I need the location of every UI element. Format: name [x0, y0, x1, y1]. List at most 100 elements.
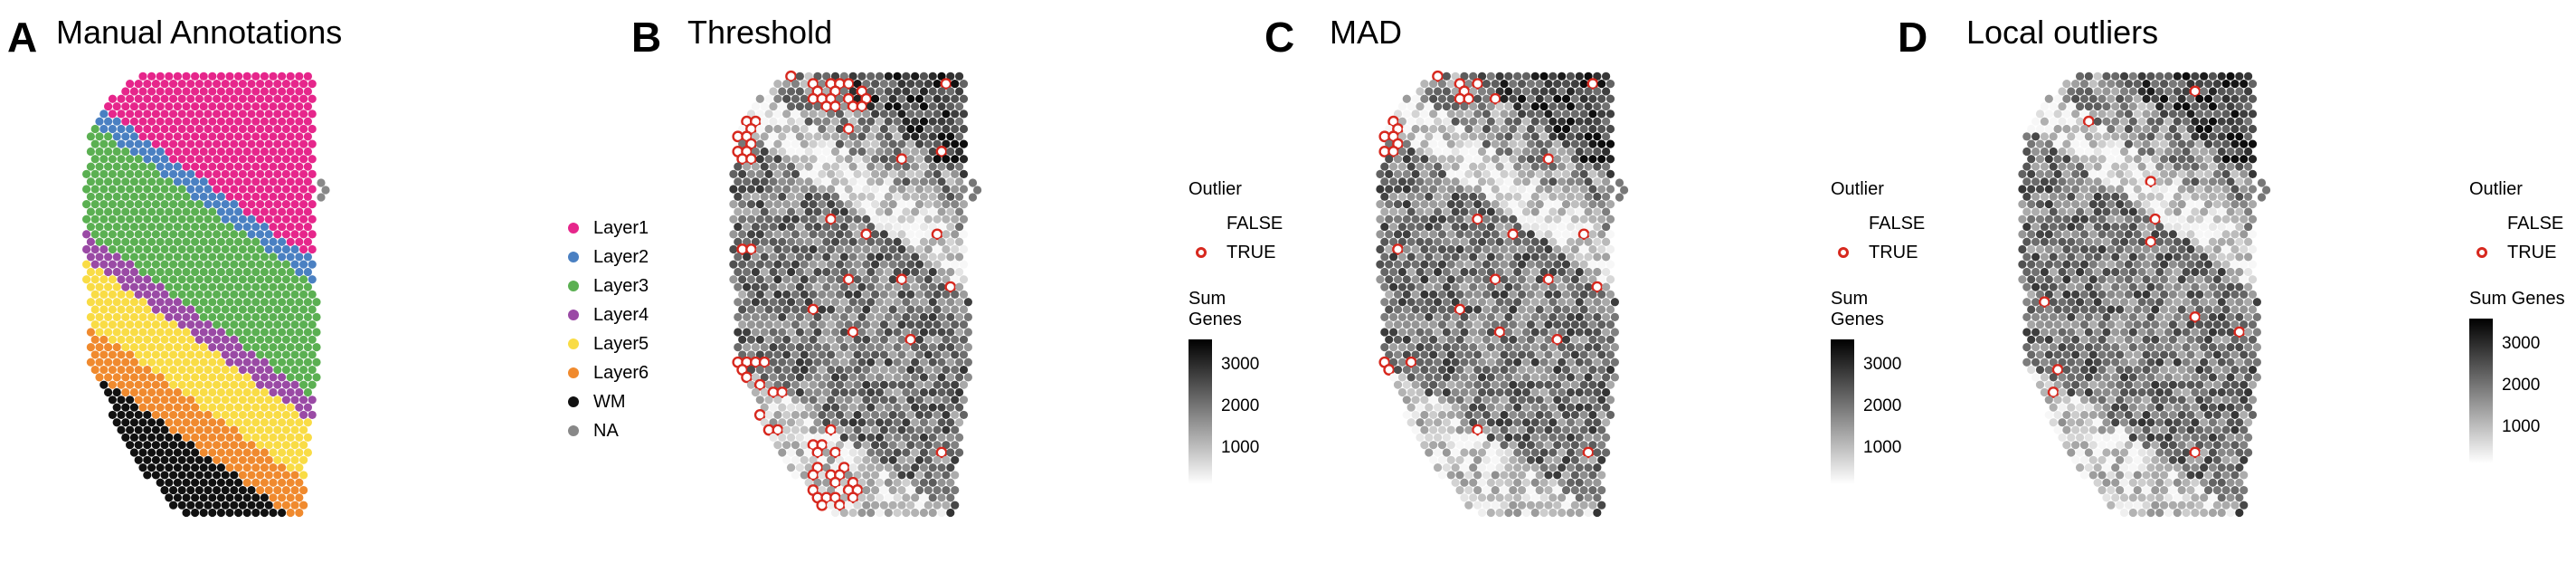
- tissue-spot: [2053, 200, 2062, 209]
- tissue-spot: [1393, 155, 1403, 164]
- tissue-spot: [204, 425, 213, 434]
- tissue-spot: [1584, 478, 1593, 487]
- tissue-spot: [2142, 185, 2151, 194]
- tissue-spot: [2058, 222, 2067, 232]
- tissue-spot: [862, 290, 871, 300]
- tissue-spot: [2226, 132, 2235, 141]
- tissue-spot: [256, 485, 265, 495]
- tissue-spot: [2203, 169, 2213, 178]
- tissue-spot: [1517, 485, 1527, 495]
- tissue-spot: [108, 110, 117, 119]
- tissue-spot: [1593, 403, 1602, 412]
- tissue-spot: [862, 320, 871, 329]
- tissue-spot: [278, 373, 287, 382]
- tissue-spot: [2244, 207, 2253, 216]
- tissue-spot: [1433, 433, 1443, 442]
- tissue-spot: [867, 403, 876, 412]
- tissue-spot: [1397, 358, 1406, 367]
- tissue-spot: [117, 425, 126, 434]
- tissue-spot: [1437, 425, 1447, 434]
- tissue-spot: [273, 471, 282, 480]
- tissue-spot: [914, 350, 924, 359]
- outlier-true-row: TRUE: [1189, 238, 1283, 267]
- tissue-spot: [857, 282, 867, 291]
- tissue-spot: [1477, 418, 1487, 427]
- tissue-spot: [933, 139, 942, 148]
- tissue-spot: [126, 260, 135, 269]
- legend-swatch: [568, 252, 579, 262]
- tissue-spot: [946, 508, 955, 518]
- tissue-spot: [2195, 185, 2204, 194]
- tissue-spot: [242, 373, 251, 382]
- tissue-spot: [902, 207, 911, 216]
- tissue-spot: [173, 117, 182, 126]
- tissue-spot: [147, 343, 156, 352]
- tissue-spot: [143, 275, 152, 284]
- tissue-spot: [1477, 177, 1487, 186]
- tissue-spot: [875, 177, 885, 186]
- tissue-spot: [1553, 230, 1562, 239]
- tissue-spot: [2088, 169, 2098, 178]
- tissue-spot: [143, 290, 152, 300]
- tissue-spot: [1605, 365, 1615, 375]
- tissue-spot: [773, 155, 782, 164]
- tissue-spot: [906, 244, 915, 254]
- tissue-spot: [238, 275, 247, 284]
- tissue-spot: [786, 101, 796, 111]
- tissue-spot: [1509, 139, 1518, 148]
- tissue-spot: [1513, 132, 1522, 141]
- tissue-spot: [225, 101, 234, 111]
- tissue-spot: [867, 343, 876, 352]
- tissue-spot: [1464, 110, 1473, 119]
- tissue-spot: [804, 343, 813, 352]
- tissue-spot: [1429, 200, 1438, 209]
- tissue-spot: [1425, 192, 1434, 201]
- tissue-spot: [1521, 373, 1531, 382]
- tissue-spot: [238, 305, 247, 314]
- tissue-spot: [2244, 177, 2253, 186]
- tissue-spot: [2235, 192, 2244, 201]
- tissue-spot: [795, 253, 804, 262]
- tissue-spot: [290, 185, 299, 194]
- tissue-spot: [208, 267, 217, 277]
- tissue-spot: [1535, 485, 1544, 495]
- tissue-spot: [286, 282, 295, 291]
- tissue-spot: [182, 508, 191, 518]
- tissue-spot: [108, 214, 117, 224]
- tissue-spot: [853, 155, 862, 164]
- tissue-spot: [151, 290, 160, 300]
- tissue-spot: [1442, 267, 1451, 277]
- tissue-spot: [260, 433, 269, 442]
- tissue-spot: [782, 320, 791, 329]
- tissue-spot: [256, 124, 265, 134]
- tissue-spot: [827, 410, 836, 420]
- tissue-spot: [234, 343, 243, 352]
- tissue-spot: [299, 80, 308, 89]
- na-spot: [1615, 178, 1624, 187]
- tissue-spot: [2212, 80, 2221, 89]
- tissue-spot: [928, 312, 937, 321]
- outlier-true-row: TRUE: [1831, 238, 1925, 267]
- outlier-false-row: FALSE: [1831, 209, 1925, 238]
- tissue-spot: [1482, 441, 1492, 450]
- outlier-spot: [1472, 78, 1484, 91]
- tissue-spot: [269, 72, 278, 81]
- tissue-spot: [2084, 222, 2093, 232]
- tissue-spot: [734, 298, 743, 307]
- legend-item-na: NA: [561, 416, 649, 445]
- tissue-spot: [1566, 508, 1576, 518]
- tissue-spot: [800, 290, 809, 300]
- tissue-spot: [773, 169, 782, 178]
- tissue-spot: [2093, 72, 2102, 81]
- tissue-spot: [1558, 493, 1567, 502]
- tissue-spot: [90, 275, 99, 284]
- tissue-spot: [160, 185, 169, 194]
- outlier-spot: [856, 100, 868, 112]
- tissue-spot: [914, 335, 924, 344]
- tissue-spot: [1584, 72, 1593, 81]
- tissue-spot: [216, 237, 225, 246]
- tissue-spot: [299, 110, 308, 119]
- tissue-spot: [760, 312, 769, 321]
- tissue-spot: [751, 373, 760, 382]
- tissue-spot: [225, 72, 234, 81]
